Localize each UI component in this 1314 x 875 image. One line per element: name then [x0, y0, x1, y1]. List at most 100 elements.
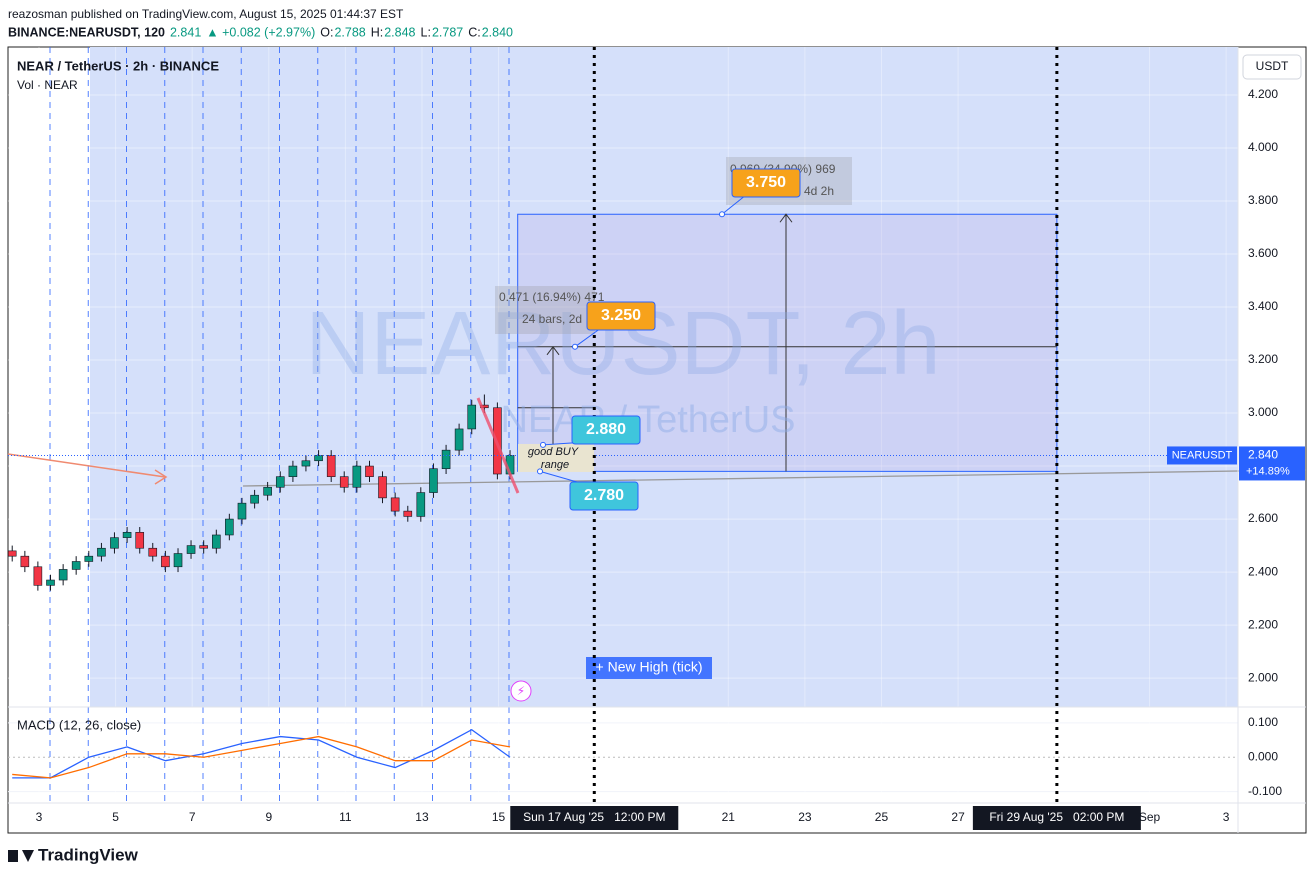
- y-tick-label: 3.000: [1248, 405, 1278, 419]
- candle-body: [416, 492, 426, 517]
- candle-body: [110, 537, 119, 549]
- measure-label: 4d 2h: [804, 184, 834, 198]
- alert: + New High (tick): [596, 659, 703, 675]
- candle-body: [212, 534, 221, 549]
- x-tick-label: 5: [112, 810, 119, 824]
- candle-body: [263, 486, 272, 496]
- header-field: 2.840: [482, 25, 513, 39]
- last-tag-box: [1167, 446, 1237, 465]
- marker-box: [972, 806, 1141, 830]
- x-tick-label: 7: [189, 810, 196, 824]
- unit-box[interactable]: [1242, 54, 1302, 80]
- candle-body: [288, 465, 298, 477]
- note: good BUY: [528, 446, 579, 458]
- candle-body: [352, 465, 362, 488]
- trend-arrow-head: [154, 469, 168, 485]
- macd-line: [12, 728, 511, 779]
- x-tick-label: 15: [492, 810, 506, 824]
- candle-body: [122, 532, 132, 538]
- candle-body: [186, 545, 196, 554]
- candle-body: [225, 518, 234, 536]
- x-tick-label: 27: [951, 810, 965, 824]
- last-tag: NEARUSDT: [1172, 449, 1233, 461]
- alert-box: [586, 657, 712, 679]
- measure-label: 24 bars, 2d: [522, 312, 582, 326]
- candle-body: [467, 404, 477, 430]
- y-tick-label: 3.800: [1248, 193, 1278, 207]
- y-tick-label: 3.200: [1248, 352, 1278, 366]
- candle-body: [58, 569, 68, 581]
- x-tick-label: 9: [265, 810, 272, 824]
- brand[interactable]: TradingView: [38, 845, 139, 864]
- candle-body: [199, 545, 208, 549]
- note-box: [518, 444, 594, 472]
- candle-body: [84, 555, 94, 562]
- y-tick-label: 4.000: [1248, 140, 1278, 154]
- header-field: 2.788: [334, 25, 365, 39]
- candle-body: [390, 497, 400, 512]
- arrow-head: [546, 345, 560, 356]
- header-field: H:: [371, 25, 384, 39]
- candle-body: [326, 455, 336, 477]
- x-tick-label: 3: [1223, 810, 1230, 824]
- last-price: 2.840: [1248, 448, 1278, 462]
- x-tick-label: 3: [36, 810, 43, 824]
- annotation-point: [537, 468, 543, 475]
- candle-body: [454, 428, 464, 451]
- last-change: +14.89%: [1246, 465, 1290, 477]
- candle-body: [365, 465, 374, 477]
- candle-body: [173, 553, 183, 568]
- y-tick-label: 0.000: [1248, 749, 1278, 763]
- candle-body: [403, 510, 413, 517]
- candle-body: [429, 468, 438, 493]
- trend-line: [476, 397, 520, 494]
- annotation-leader: [721, 194, 747, 215]
- measure-box: [495, 286, 595, 334]
- x-tick-label: 23: [798, 810, 812, 824]
- y-tick-label: 0.100: [1248, 715, 1278, 729]
- candle-body: [46, 579, 55, 586]
- y-tick-label: 2.200: [1248, 617, 1278, 631]
- annotation-leader: [574, 327, 602, 348]
- annotation-box: [731, 168, 801, 198]
- note: range: [541, 459, 569, 471]
- support-line: [242, 469, 1307, 487]
- y-tick-label: 4.200: [1248, 87, 1278, 101]
- candle-body: [33, 566, 43, 586]
- y-tick-label: 3.400: [1248, 299, 1278, 313]
- y-tick-label: 2.000: [1248, 670, 1278, 684]
- volume-legend: Vol · NEAR: [17, 78, 78, 92]
- annotation-point: [572, 343, 578, 350]
- candle-body: [250, 494, 259, 504]
- annotation-label: 2.780: [584, 487, 624, 504]
- unit[interactable]: USDT: [1256, 59, 1289, 73]
- byline: reazosman published on TradingView.com, …: [8, 7, 404, 21]
- watermark-sub: NEAR / TetherUS: [501, 399, 796, 441]
- brand-logo[interactable]: [8, 850, 34, 862]
- candle-body: [71, 561, 81, 570]
- arrow-head: [779, 213, 793, 223]
- marker-label: Sun 17 Aug '25 12:00 PM: [523, 810, 665, 824]
- flash-glyph[interactable]: ⚡: [517, 684, 525, 698]
- y-tick-label: -0.100: [1248, 784, 1282, 798]
- candle-body: [161, 555, 170, 568]
- candle-body: [7, 550, 17, 557]
- x-tick-label: 13: [415, 810, 429, 824]
- macd-legend: MACD (12, 26, close): [17, 717, 141, 732]
- candle-body: [237, 502, 247, 520]
- candle-body: [339, 476, 349, 488]
- x-tick-label: Sep: [1139, 810, 1161, 824]
- annotation-point: [540, 441, 546, 448]
- candle-body: [135, 532, 145, 549]
- chart-title: NEAR / TetherUS · 2h · BINANCE: [17, 58, 219, 73]
- y-tick-label: 2.600: [1248, 511, 1278, 525]
- flash-icon[interactable]: [510, 680, 532, 702]
- candle-body: [441, 449, 451, 470]
- last-price-box: [1239, 446, 1305, 481]
- trend-arrow: [7, 453, 166, 478]
- header-field: ▲ +0.082 (+2.97%): [206, 25, 315, 39]
- x-tick-label: 21: [722, 810, 736, 824]
- annotation-box: [569, 481, 639, 511]
- annotation-box: [571, 415, 641, 445]
